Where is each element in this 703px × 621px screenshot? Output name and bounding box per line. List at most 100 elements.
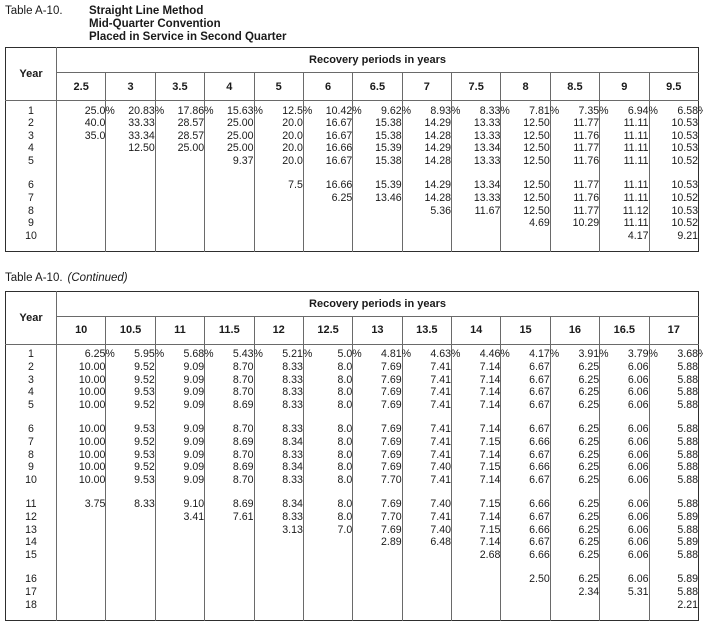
value-cell: 9.09	[154, 423, 205, 436]
table-row: 4 12.50 25.00 25.00 20.0 16.66 15.39 14.29 13.34…	[5, 142, 699, 155]
period-header: 7	[401, 72, 452, 101]
value-cell: 5.88	[648, 423, 699, 436]
value-cell	[302, 204, 353, 218]
year-cell: 8	[5, 204, 57, 218]
spacer-cell	[204, 486, 254, 499]
value-cell: 8.34	[253, 461, 304, 474]
header-row-periods: 2.5 3 3.5 4 5 6 6.5 7 7.5 8 8.5 9 9.5	[6, 72, 699, 101]
value-cell: 8.69	[204, 461, 254, 474]
value-cell	[549, 598, 600, 612]
value-cell: 5.89	[648, 536, 699, 549]
value-cell: 6.25	[549, 361, 600, 374]
value-cell: 6.58%	[648, 104, 703, 118]
value-cell: 6.25	[549, 536, 600, 549]
table2-caption: Table A-10. (Continued)	[5, 272, 699, 285]
value-cell	[302, 585, 353, 599]
value-cell: 12.50	[500, 154, 551, 168]
value-cell: 16.67	[302, 117, 353, 130]
value-cell	[302, 598, 353, 612]
table2-label: Table A-10.	[5, 271, 63, 284]
period-header: 3.5	[154, 72, 205, 101]
value-cell: 8.70	[204, 423, 254, 436]
value-cell: 6.06	[599, 448, 649, 462]
value-cell: 14.29	[401, 142, 452, 155]
value-cell	[352, 548, 403, 562]
value-cell: 20.0	[253, 117, 304, 130]
spacer-cell	[352, 167, 403, 180]
spacer-row	[5, 561, 699, 574]
value-cell: 7.5	[253, 179, 304, 193]
spacer-cell	[500, 344, 551, 349]
table-row: 6 7.5 16.66 15.39 14.29 13.34 12.50 11.77 11.11 1…	[5, 179, 699, 193]
spacer-cell	[648, 242, 699, 252]
spacer-row	[5, 242, 699, 252]
spacer-cell	[154, 242, 205, 252]
value-cell: 5.43%	[204, 348, 263, 362]
value-cell	[204, 192, 254, 205]
value-cell: 7.15	[450, 498, 501, 511]
spacer-cell	[401, 100, 452, 105]
value-cell: 9.09	[154, 386, 205, 399]
value-cell: 5.88	[648, 436, 699, 449]
value-cell: 20.0	[253, 142, 304, 155]
period-header: 9	[599, 72, 649, 101]
spacer-cell	[253, 561, 304, 574]
value-cell: 10.52	[648, 192, 699, 205]
value-cell: 7.14	[450, 361, 501, 374]
value-cell: 25.00	[154, 142, 205, 155]
spacer-cell	[55, 411, 106, 424]
period-header: 9.5	[648, 72, 699, 101]
value-cell: 10.00	[55, 423, 106, 436]
spacer-cell	[5, 486, 57, 499]
spacer-cell	[352, 611, 403, 621]
value-cell: 8.0	[302, 473, 353, 487]
table-row: 1 6.25% 5.95% 5.68% 5.43% 5.21% 5.0% 4.81% 4.63%…	[5, 348, 703, 362]
value-cell: 6.06	[599, 473, 649, 487]
value-cell: 10.53	[648, 204, 699, 218]
value-cell	[105, 204, 156, 218]
value-cell: 12.5%	[253, 104, 312, 118]
value-cell	[55, 573, 106, 586]
value-cell: 16.66	[302, 142, 353, 155]
value-cell: 6.06	[599, 498, 649, 511]
value-cell	[154, 548, 205, 562]
year-cell: 11	[5, 498, 57, 511]
spacer-cell	[105, 242, 156, 252]
spacer-cell	[5, 167, 57, 180]
spacer-cell	[549, 100, 600, 105]
value-cell	[500, 229, 551, 243]
value-cell: 9.52	[105, 436, 156, 449]
value-cell: 7.41	[401, 436, 452, 449]
table-row: 5 9.37 20.0 16.67 15.38 14.28 13.33 12.50 11.76 1…	[5, 154, 699, 168]
value-cell: 2.68	[450, 548, 501, 562]
value-cell: 8.33	[253, 510, 304, 524]
value-cell: 3.68%	[648, 348, 703, 362]
spacer-cell	[302, 486, 353, 499]
spacer-cell	[253, 411, 304, 424]
spacer-cell	[450, 611, 501, 621]
value-cell: 8.70	[204, 361, 254, 374]
value-cell	[105, 598, 156, 612]
value-cell: 4.63%	[401, 348, 460, 362]
spacer-cell	[154, 611, 205, 621]
value-cell	[253, 536, 304, 549]
table-row: 18 2.21	[5, 598, 699, 612]
spacer-cell	[450, 167, 501, 180]
value-cell	[55, 585, 106, 599]
value-cell: 7.70	[352, 510, 403, 524]
value-cell	[105, 523, 156, 537]
value-cell	[500, 585, 551, 599]
value-cell: 15.39	[352, 179, 403, 193]
value-cell: 8.33	[253, 448, 304, 462]
value-cell: 8.70	[204, 373, 254, 387]
value-cell: 28.57	[154, 129, 205, 143]
value-cell: 15.63%	[204, 104, 263, 118]
value-cell	[204, 204, 254, 218]
value-cell: 5.88	[648, 398, 699, 412]
value-cell	[55, 217, 106, 230]
value-cell: 7.14	[450, 373, 501, 387]
spacer-cell	[401, 411, 452, 424]
value-cell: 13.34	[450, 179, 501, 193]
spacer-cell	[55, 100, 106, 105]
spacer-cell	[599, 611, 649, 621]
